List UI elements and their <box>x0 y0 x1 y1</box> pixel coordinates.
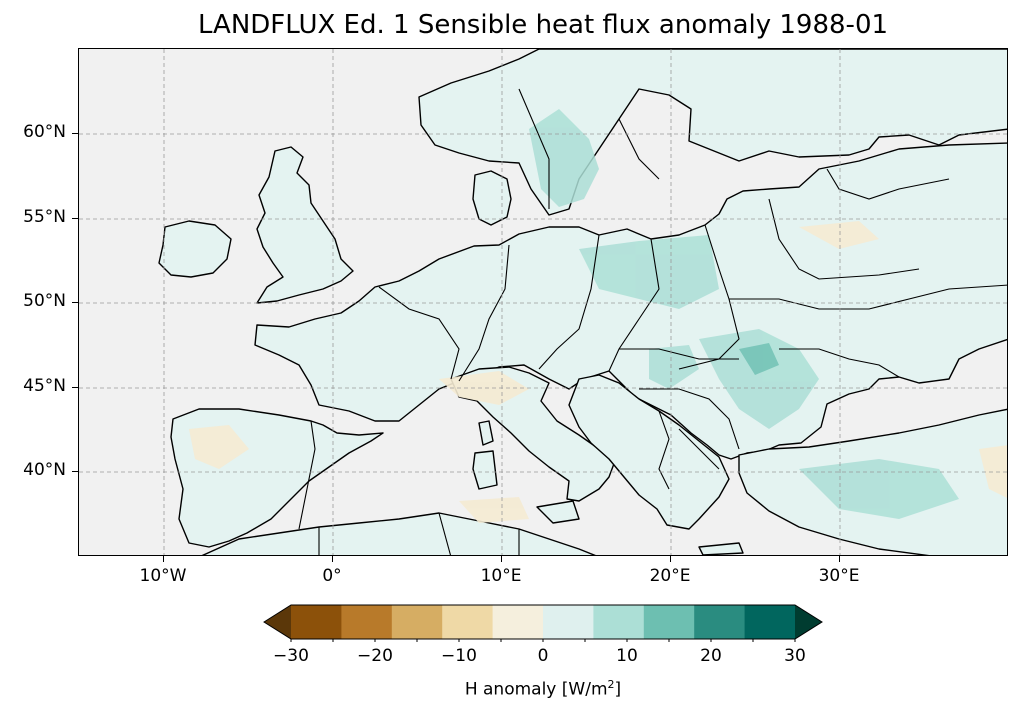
lat-tick <box>72 387 78 388</box>
colorbar-segment <box>391 605 443 639</box>
colorbar-segment <box>744 605 796 639</box>
denmark <box>472 170 512 226</box>
lat-label-55n: 55°N <box>23 207 66 227</box>
lat-label-45n: 45°N <box>23 376 66 396</box>
lon-label-10w: 10°W <box>139 566 187 586</box>
lat-label-60n: 60°N <box>23 122 66 142</box>
lat-tick <box>72 133 78 134</box>
map-panel <box>78 48 1008 556</box>
great-britain <box>256 146 354 304</box>
colorbar-segment <box>291 605 342 639</box>
colorbar-tick-label: −30 <box>273 646 309 666</box>
lon-label-0: 0° <box>322 566 342 586</box>
lon-label-10e: 10°E <box>480 566 522 586</box>
colorbar-label-end: ] <box>614 679 622 700</box>
corsica <box>478 420 494 446</box>
colorbar-segment <box>643 605 695 639</box>
lon-tick <box>501 556 502 562</box>
lon-label-20e: 20°E <box>649 566 691 586</box>
lon-tick <box>839 556 840 562</box>
lon-tick <box>163 556 164 562</box>
lon-label-30e: 30°E <box>818 566 860 586</box>
lat-label-40n: 40°N <box>23 460 66 480</box>
gridlines <box>79 49 1007 555</box>
colorbar-tick-label: 10 <box>616 646 638 666</box>
lat-tick <box>72 218 78 219</box>
anomaly-patches <box>529 109 959 519</box>
colorbar-label-text: H anomaly [W/m <box>464 679 608 700</box>
colorbar-tick-label: 0 <box>537 646 549 666</box>
europe-map <box>79 49 1007 555</box>
colorbar-label-superscript: 2 <box>607 678 615 691</box>
colorbar-segment <box>543 605 594 639</box>
lat-tick <box>72 471 78 472</box>
colorbar-tick-label: 20 <box>700 646 722 666</box>
colorbar-label: H anomaly [W/m2] <box>265 678 821 700</box>
balkans <box>568 374 730 530</box>
negative-anomaly-patches <box>189 221 1007 523</box>
sardinia <box>472 450 498 490</box>
country-borders <box>298 88 1007 555</box>
sicily <box>536 500 580 524</box>
ireland <box>158 220 232 278</box>
colorbar-extend-max <box>795 605 822 639</box>
colorbar-segment <box>593 605 645 639</box>
colorbar-segment <box>492 605 544 639</box>
lon-tick <box>670 556 671 562</box>
lat-label-50n: 50°N <box>23 291 66 311</box>
strong-anomaly-patch <box>739 343 779 375</box>
colorbar-segment <box>442 605 494 639</box>
colorbar-tick-label: 30 <box>784 646 806 666</box>
colorbar-tick-label: −10 <box>441 646 477 666</box>
colorbar <box>263 604 823 642</box>
crete <box>698 542 744 555</box>
lat-tick <box>72 302 78 303</box>
colorbar-tick-label: −20 <box>357 646 393 666</box>
lon-tick <box>332 556 333 562</box>
colorbar-extend-min <box>264 605 291 639</box>
colorbar-segment <box>694 605 746 639</box>
colorbar-segment <box>341 605 393 639</box>
map-title: LANDFLUX Ed. 1 Sensible heat flux anomal… <box>197 10 889 40</box>
